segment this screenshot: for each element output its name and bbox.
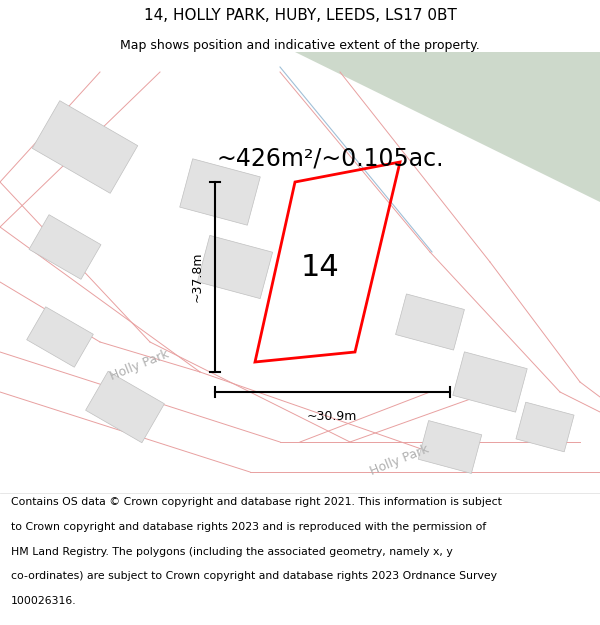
Polygon shape xyxy=(295,52,600,202)
Text: 100026316.: 100026316. xyxy=(11,596,76,606)
Text: Map shows position and indicative extent of the property.: Map shows position and indicative extent… xyxy=(120,39,480,52)
Text: to Crown copyright and database rights 2023 and is reproduced with the permissio: to Crown copyright and database rights 2… xyxy=(11,522,486,532)
Text: Contains OS data © Crown copyright and database right 2021. This information is : Contains OS data © Crown copyright and d… xyxy=(11,498,502,508)
Polygon shape xyxy=(26,307,94,368)
Polygon shape xyxy=(197,236,272,299)
Text: HM Land Registry. The polygons (including the associated geometry, namely x, y: HM Land Registry. The polygons (includin… xyxy=(11,546,452,556)
Text: ~30.9m: ~30.9m xyxy=(307,410,357,423)
Text: 14, HOLLY PARK, HUBY, LEEDS, LS17 0BT: 14, HOLLY PARK, HUBY, LEEDS, LS17 0BT xyxy=(143,8,457,22)
Text: co-ordinates) are subject to Crown copyright and database rights 2023 Ordnance S: co-ordinates) are subject to Crown copyr… xyxy=(11,571,497,581)
Polygon shape xyxy=(516,402,574,452)
Text: Holly Park: Holly Park xyxy=(368,442,431,478)
Polygon shape xyxy=(453,352,527,412)
Text: 14: 14 xyxy=(301,253,340,281)
Polygon shape xyxy=(418,421,482,473)
Polygon shape xyxy=(180,159,260,225)
Polygon shape xyxy=(29,214,101,279)
Polygon shape xyxy=(32,101,138,193)
Text: ~426m²/~0.105ac.: ~426m²/~0.105ac. xyxy=(216,147,444,171)
Text: ~37.8m: ~37.8m xyxy=(191,252,203,302)
Polygon shape xyxy=(395,294,464,350)
Text: Holly Park: Holly Park xyxy=(109,348,172,382)
Polygon shape xyxy=(86,371,164,442)
